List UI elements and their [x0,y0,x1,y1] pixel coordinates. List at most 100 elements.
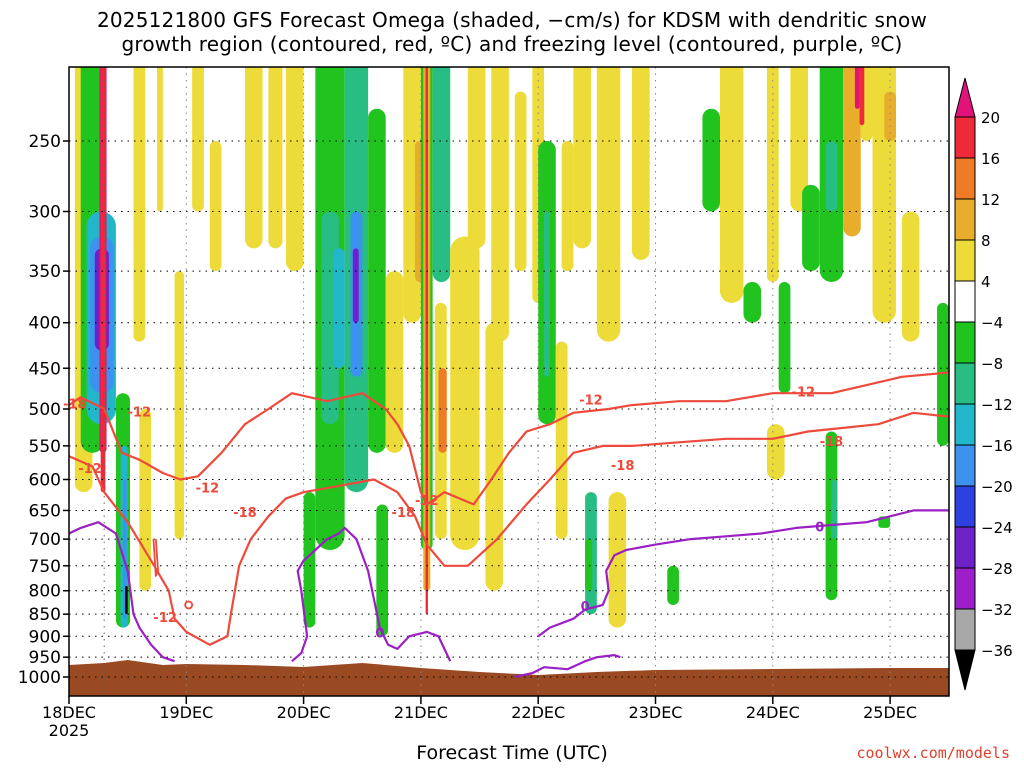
omega-streak [125,585,128,615]
omega-streak [843,67,861,237]
x-tick-year: 2025 [49,721,90,740]
omega-streak [555,341,568,540]
omega-streak [790,67,808,212]
dgz-contour-label: -12 [153,611,177,626]
colorbar-label: −16 [981,437,1013,455]
colorbar-label: 16 [981,150,1000,168]
omega-streak [884,91,896,141]
y-tick-label: 450 [29,359,61,379]
omega-streak [573,67,591,249]
x-tick-label: 19DEC [159,703,213,722]
dgz-contour-island [184,600,194,610]
omega-streak [831,479,838,540]
y-tick-label: 500 [29,400,61,420]
credit-text: coolwx.com/models [856,744,1010,762]
colorbar-label: −36 [981,642,1013,660]
colorbar-label: −28 [981,560,1013,578]
y-tick-label: 900 [29,627,61,647]
dgz-contour-label: -12 [78,462,102,477]
dgz-contour-label: -18 [392,506,416,521]
omega-streak [766,67,779,282]
omega-streak [585,539,593,591]
dgz-contour-minus18 [69,371,949,506]
fzl-contour [514,654,621,679]
omega-streak [743,281,762,323]
omega-streak [438,368,447,453]
colorbar-swatch [954,403,976,446]
dgz-contour-island [152,539,159,577]
contours [69,371,949,679]
omega-streak [385,271,404,453]
colorbar-swatch [954,526,976,569]
omega-streak [854,67,860,109]
x-axis-title: Forecast Time (UTC) [416,742,608,764]
colorbar-label: −4 [981,314,1003,332]
omega-streak [667,565,679,605]
fzl-contour-label: 0 [375,627,384,642]
omega-streak [766,424,785,480]
dgz-contour-label: -18 [63,398,87,413]
omega-streak [368,108,386,453]
omega-streak [352,248,359,323]
omega-streak [608,492,627,628]
colorbar-swatch [954,321,976,364]
dgz-contour-label: -12 [196,482,220,497]
colorbar-label: −32 [981,601,1013,619]
x-tick-label: 25DEC [863,703,917,722]
omega-streak [467,67,486,249]
colorbar-top-triangle [954,77,976,118]
colorbar-label: 8 [981,232,991,250]
colorbar-swatch [954,362,976,405]
omega-streak [702,108,721,212]
y-axis: 2503003504004505005506006507007508008509… [18,132,69,688]
x-tick-label: 24DEC [746,703,800,722]
x-tick-label: 21DEC [394,703,448,722]
x-tick-label: 20DEC [277,703,331,722]
omega-streak [376,504,389,637]
dgz-contour-minus12 [69,411,949,646]
dgz-contour-label: -18 [611,459,635,474]
colorbar-swatch [954,280,976,323]
dgz-contour-label: -12 [579,394,603,409]
x-tick-label: 23DEC [629,703,683,722]
terrain [69,660,949,696]
omega-streak [859,67,865,126]
x-tick-label: 18DEC [42,703,96,722]
fzl-contour-label: 0 [581,600,590,615]
fzl-contour-label: 0 [815,520,824,535]
omega-streak [139,409,152,591]
omega-streak [122,479,127,619]
omega-streak [720,67,744,303]
omega-streak [544,211,550,377]
omega-streak [561,141,574,272]
colorbar-swatch [954,198,976,241]
y-tick-label: 950 [29,648,61,668]
omega-streak [244,67,263,249]
colorbar-label: 12 [981,191,1000,209]
omega-streak [209,141,222,272]
colorbar-swatch [954,608,976,651]
colorbar-swatch [954,157,976,200]
omega-streak [485,322,504,591]
colorbar: 20 16 12 8 4 −4 −8 −12 −16 −20 −24 −28 −32 −36 [954,77,1013,691]
y-tick-label: 1000 [18,668,61,688]
grid-lines [69,67,949,696]
dgz-contour-label: -18 [820,435,844,450]
omega-streak [303,492,316,628]
colorbar-swatch [954,444,976,487]
fzl-contour [291,526,452,663]
ground-surface [69,660,949,696]
colorbar-label: −20 [981,478,1013,496]
colorbar-swatch [954,485,976,528]
fzl-contour [69,521,175,663]
colorbar-swatch [954,116,976,159]
y-tick-label: 350 [29,262,61,282]
omega-streak [425,67,428,615]
y-tick-label: 650 [29,501,61,521]
y-tick-label: 300 [29,202,61,222]
omega-streak [596,67,621,342]
omega-streak [778,281,791,394]
y-tick-label: 400 [29,314,61,334]
